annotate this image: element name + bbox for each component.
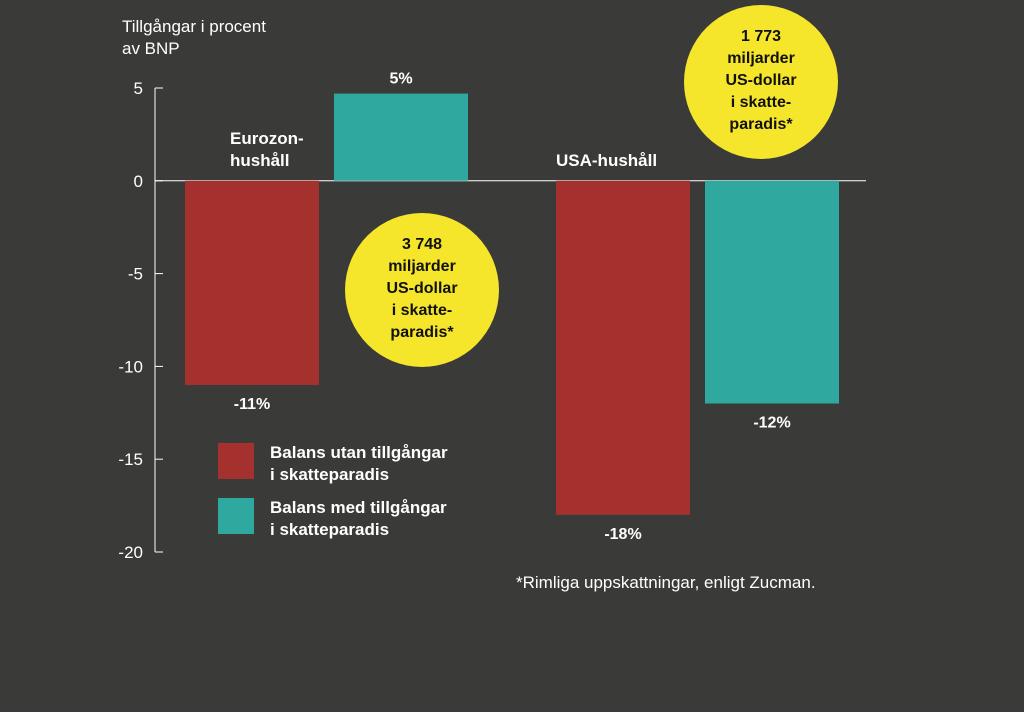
bubble-usa-line-3: US-dollar xyxy=(725,72,796,89)
y-tick-label: 0 xyxy=(134,172,143,191)
legend-label-teal-line-1: Balans med tillgångar xyxy=(270,498,447,517)
legend-swatch-teal xyxy=(218,498,254,534)
bar-usa-series-1 xyxy=(556,180,690,515)
bar-eurozone-series-2 xyxy=(334,93,468,181)
bubble-usa: 1 773 miljarder US-dollar i skatte- para… xyxy=(684,5,838,159)
bubble-eurozone: 3 748 miljarder US-dollar i skatte- para… xyxy=(345,213,499,367)
legend-swatch-red xyxy=(218,443,254,479)
y-axis-label-line-2: av BNP xyxy=(122,39,180,58)
y-tick-label: -5 xyxy=(128,265,143,284)
group-label-eurozone-line-1: Eurozon- xyxy=(230,129,304,148)
bubble-eurozone-line-5: paradis* xyxy=(390,324,454,341)
y-tick-label: -20 xyxy=(118,543,143,562)
bubble-usa-line-2: miljarder xyxy=(727,50,795,67)
legend: Balans utan tillgångar i skatteparadis B… xyxy=(218,443,448,539)
data-label-usa-series-2: -12% xyxy=(753,415,790,432)
bubble-eurozone-line-2: miljarder xyxy=(388,258,456,275)
bubble-usa-line-1: 1 773 xyxy=(741,28,781,45)
data-label-usa-series-1: -18% xyxy=(604,526,641,543)
bubble-eurozone-line-1: 3 748 xyxy=(402,236,442,253)
bubble-eurozone-line-4: i skatte- xyxy=(392,302,452,319)
legend-label-red-line-2: i skatteparadis xyxy=(270,465,389,484)
bubble-eurozone-circle xyxy=(345,213,499,367)
legend-label-red-line-1: Balans utan tillgångar xyxy=(270,443,448,462)
y-tick-label: 5 xyxy=(134,79,143,98)
bubble-usa-circle xyxy=(684,5,838,159)
data-label-eurozone-series-1: -11% xyxy=(234,396,270,413)
bubble-eurozone-line-3: US-dollar xyxy=(386,280,457,297)
group-label-eurozone-line-2: hushåll xyxy=(230,151,290,170)
data-label-eurozone-series-2: 5% xyxy=(389,71,412,88)
bars: -11% 5% -18% -12% xyxy=(185,71,839,543)
y-axis: 5 0 -5 -10 -15 -20 xyxy=(118,79,163,562)
y-tick-label: -15 xyxy=(118,450,143,469)
bubble-usa-line-5: paradis* xyxy=(729,116,793,133)
group-label-usa: USA-hushåll xyxy=(556,151,657,170)
bar-usa-series-2 xyxy=(705,180,839,404)
bubble-usa-line-4: i skatte- xyxy=(731,94,791,111)
footnote: *Rimliga uppskattningar, enligt Zucman. xyxy=(516,573,816,592)
legend-label-teal-line-2: i skatteparadis xyxy=(270,520,389,539)
y-axis-label-line-1: Tillgångar i procent xyxy=(122,17,266,36)
bar-eurozone-series-1 xyxy=(185,180,319,385)
y-tick-label: -10 xyxy=(118,357,143,376)
